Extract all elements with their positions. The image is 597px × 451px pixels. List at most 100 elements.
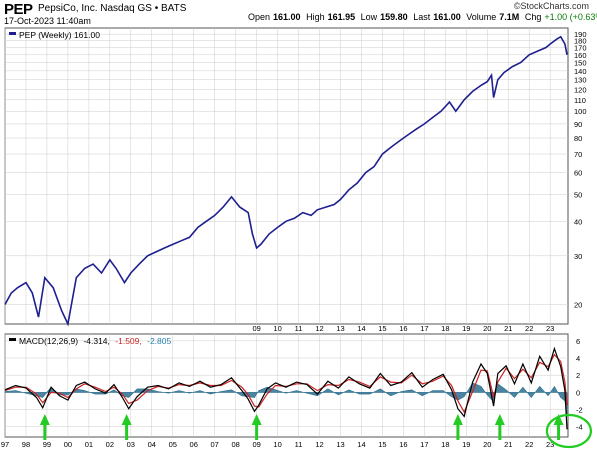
chg-label: Chg bbox=[524, 12, 542, 22]
price-x-tick: 10 bbox=[273, 324, 281, 333]
price-x-tick: 12 bbox=[315, 324, 323, 333]
price-y-tick: 30 bbox=[574, 252, 582, 261]
macd-x-tick: 18 bbox=[441, 440, 449, 449]
macd-x-tick: 12 bbox=[315, 440, 323, 449]
macd-x-tick: 13 bbox=[336, 440, 344, 449]
price-grid bbox=[4, 28, 568, 324]
price-y-tick: 140 bbox=[574, 67, 587, 76]
price-y-tick: 110 bbox=[574, 96, 586, 105]
price-x-tick: 18 bbox=[441, 324, 449, 333]
price-x-tick: 17 bbox=[420, 324, 428, 333]
price-y-tick: 40 bbox=[574, 217, 582, 226]
macd-y-tick: 6 bbox=[576, 337, 580, 346]
price-y-tick: 70 bbox=[574, 150, 582, 159]
macd-x-tick: 15 bbox=[378, 440, 386, 449]
macd-x-tick: 22 bbox=[525, 440, 533, 449]
price-x-tick: 21 bbox=[504, 324, 512, 333]
macd-x-tick: 14 bbox=[357, 440, 365, 449]
volume-value: 7.1M bbox=[499, 12, 520, 22]
macd-y-tick: 4 bbox=[576, 354, 580, 363]
macd-x-tick: 11 bbox=[295, 440, 303, 449]
price-x-tick: 09 bbox=[252, 324, 260, 333]
macd-x-tick: 97 bbox=[1, 440, 9, 449]
price-y-tick: 120 bbox=[574, 85, 587, 94]
macd-x-tick: 03 bbox=[127, 440, 135, 449]
macd-x-tick: 10 bbox=[273, 440, 281, 449]
price-y-tick: 60 bbox=[574, 169, 582, 178]
open-value: 161.00 bbox=[273, 12, 301, 22]
macd-x-tick: 99 bbox=[43, 440, 51, 449]
macd-x-tick: 00 bbox=[64, 440, 72, 449]
price-panel-frame bbox=[4, 27, 569, 325]
price-y-tick: 160 bbox=[574, 51, 587, 60]
quote-summary: Open 161.00 High 161.95 Low 159.80 Last 161.… bbox=[248, 12, 597, 22]
macd-x-tick: 16 bbox=[399, 440, 407, 449]
last-value: 161.00 bbox=[433, 12, 461, 22]
price-x-tick: 13 bbox=[336, 324, 344, 333]
chart-datetime: 17-Oct-2023 11:40am bbox=[4, 16, 91, 26]
green-arrow bbox=[251, 414, 262, 440]
price-x-tick: 11 bbox=[295, 324, 303, 333]
last-label: Last bbox=[413, 12, 431, 22]
volume-label: Volume bbox=[466, 12, 497, 22]
price-legend: PEP (Weekly) 161.00 bbox=[19, 30, 100, 40]
price-x-tick: 14 bbox=[357, 324, 365, 333]
ticker-symbol: PEP bbox=[4, 1, 33, 18]
price-y-tick: 20 bbox=[574, 300, 582, 309]
macd-x-tick: 06 bbox=[190, 440, 198, 449]
green-arrow bbox=[39, 414, 50, 440]
macd-x-tick-labels: 97 98 99 00 01 02 03 04 05 06 07 08 09 10 11 12 13 14 15 16… bbox=[1, 440, 555, 449]
macd-grid bbox=[4, 334, 568, 437]
open-label: Open bbox=[248, 12, 271, 22]
macd-histogram bbox=[4, 382, 568, 417]
price-x-tick: 20 bbox=[483, 324, 491, 333]
macd-x-tick: 20 bbox=[483, 440, 491, 449]
company-name: PepsiCo, Inc. Nasdaq GS • BATS bbox=[38, 3, 187, 14]
macd-y-tick: 2 bbox=[576, 371, 580, 380]
macd-x-tick: 04 bbox=[148, 440, 156, 449]
price-y-tick: 190 bbox=[574, 30, 587, 39]
macd-x-tick: 19 bbox=[462, 440, 470, 449]
highlight-circle bbox=[545, 413, 593, 449]
price-y-tick: 180 bbox=[574, 37, 587, 46]
macd-x-tick: 07 bbox=[211, 440, 219, 449]
macd-x-tick: 23 bbox=[546, 440, 554, 449]
price-y-tick-labels: 20 30 40 50 60 70 80 90 100 110 120130140150160170… bbox=[574, 30, 587, 309]
macd-x-tick: 05 bbox=[169, 440, 177, 449]
low-value: 159.80 bbox=[380, 12, 408, 22]
green-arrow bbox=[452, 414, 463, 440]
price-legend-swatch bbox=[9, 32, 16, 35]
high-value: 161.95 bbox=[327, 12, 356, 22]
price-y-tick: 130 bbox=[574, 76, 587, 85]
macd-legend: MACD(12,26,9) -4.314, -1.509, -2.805 bbox=[19, 336, 171, 346]
macd-y-tick-labels: -4 -2 0 2 4 6 bbox=[576, 337, 583, 432]
macd-x-tick: 17 bbox=[420, 440, 428, 449]
macd-x-tick: 09 bbox=[252, 440, 260, 449]
macd-y-tick: 0 bbox=[576, 388, 580, 397]
macd-x-tick: 21 bbox=[504, 440, 512, 449]
macd-x-tick: 01 bbox=[85, 440, 93, 449]
macd-y-tick: -2 bbox=[576, 406, 583, 415]
macd-legend-swatch bbox=[9, 338, 16, 341]
green-arrow bbox=[553, 414, 564, 440]
price-y-tick: 100 bbox=[574, 107, 587, 116]
low-label: Low bbox=[360, 12, 378, 22]
price-y-tick: 90 bbox=[574, 120, 582, 129]
price-y-tick: 150 bbox=[574, 59, 587, 68]
price-series-line bbox=[4, 35, 568, 327]
price-y-tick: 170 bbox=[574, 44, 587, 53]
price-x-tick: 23 bbox=[546, 324, 554, 333]
price-x-tick: 16 bbox=[399, 324, 407, 333]
chg-value: +1.00 (+0.63%) bbox=[544, 12, 597, 22]
macd-series-line bbox=[4, 346, 568, 430]
macd-x-tick: 02 bbox=[106, 440, 114, 449]
price-x-tick: 15 bbox=[378, 324, 386, 333]
green-arrow bbox=[121, 414, 132, 440]
macd-histogram-area bbox=[4, 382, 568, 417]
price-x-tick: 22 bbox=[525, 324, 533, 333]
price-x-tick: 19 bbox=[462, 324, 470, 333]
green-arrows bbox=[39, 414, 564, 440]
macd-y-tick: -4 bbox=[576, 423, 583, 432]
macd-x-tick: 98 bbox=[22, 440, 30, 449]
